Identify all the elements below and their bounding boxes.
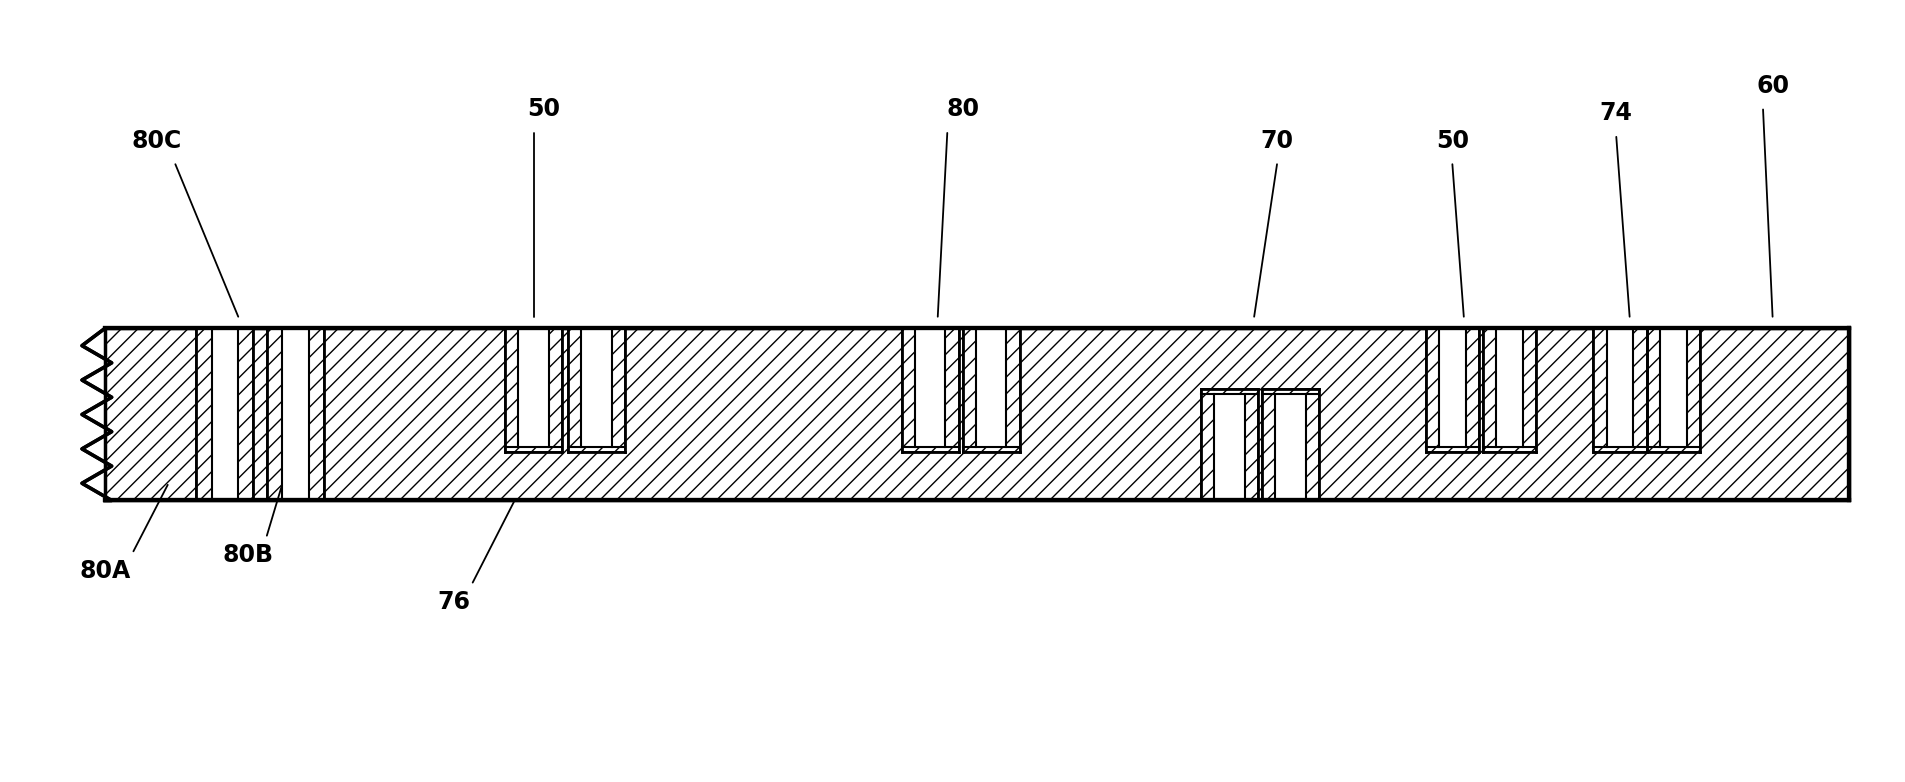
- Bar: [196, 328, 211, 500]
- Bar: [549, 328, 562, 452]
- Bar: [518, 328, 549, 447]
- Bar: [196, 328, 253, 500]
- Bar: [282, 328, 309, 500]
- Bar: [1200, 389, 1213, 500]
- Bar: [1438, 328, 1465, 447]
- Bar: [1482, 328, 1495, 452]
- Bar: [267, 328, 282, 500]
- Bar: [1593, 447, 1646, 452]
- Bar: [975, 328, 1006, 447]
- Bar: [962, 447, 1019, 452]
- Bar: [1659, 328, 1686, 447]
- Bar: [267, 328, 324, 500]
- Bar: [914, 328, 945, 447]
- Bar: [238, 328, 253, 500]
- Text: 80C: 80C: [131, 129, 181, 152]
- Bar: [1606, 328, 1633, 447]
- Bar: [1261, 389, 1318, 500]
- Text: 74: 74: [1598, 102, 1633, 125]
- Bar: [1425, 328, 1478, 452]
- Bar: [1200, 389, 1257, 394]
- Text: 80B: 80B: [223, 543, 272, 567]
- Bar: [945, 328, 958, 452]
- Text: 60: 60: [1755, 74, 1789, 98]
- Bar: [1425, 447, 1478, 452]
- Bar: [962, 328, 975, 452]
- Bar: [1200, 389, 1257, 500]
- Bar: [568, 328, 625, 452]
- Bar: [505, 447, 562, 452]
- Bar: [1482, 447, 1535, 452]
- Text: 50: 50: [1434, 129, 1469, 152]
- Bar: [1244, 389, 1257, 500]
- Bar: [1646, 328, 1659, 452]
- Bar: [505, 328, 562, 452]
- Bar: [901, 447, 958, 452]
- Bar: [309, 328, 324, 500]
- Bar: [1686, 328, 1699, 452]
- Bar: [1633, 328, 1646, 452]
- Text: 70: 70: [1259, 129, 1293, 152]
- Bar: [1261, 389, 1274, 500]
- Bar: [1482, 328, 1535, 452]
- Bar: [505, 328, 518, 452]
- Bar: [1593, 328, 1646, 452]
- Bar: [901, 328, 958, 452]
- Bar: [105, 328, 1848, 500]
- Bar: [1261, 389, 1318, 394]
- Bar: [962, 328, 1019, 452]
- Bar: [1213, 394, 1244, 500]
- Bar: [568, 328, 581, 452]
- Text: 80A: 80A: [80, 559, 130, 583]
- Text: 76: 76: [436, 590, 471, 614]
- Bar: [1495, 328, 1522, 447]
- Bar: [1305, 389, 1318, 500]
- Bar: [901, 328, 914, 452]
- Bar: [1274, 394, 1305, 500]
- Bar: [568, 447, 625, 452]
- Text: 50: 50: [526, 98, 560, 121]
- Bar: [211, 328, 238, 500]
- Text: 80: 80: [945, 98, 979, 121]
- Bar: [1006, 328, 1019, 452]
- Bar: [1646, 447, 1699, 452]
- Bar: [1593, 328, 1606, 452]
- Bar: [1465, 328, 1478, 452]
- Bar: [612, 328, 625, 452]
- Bar: [1646, 328, 1699, 452]
- Bar: [1522, 328, 1535, 452]
- Bar: [581, 328, 612, 447]
- Bar: [1425, 328, 1438, 452]
